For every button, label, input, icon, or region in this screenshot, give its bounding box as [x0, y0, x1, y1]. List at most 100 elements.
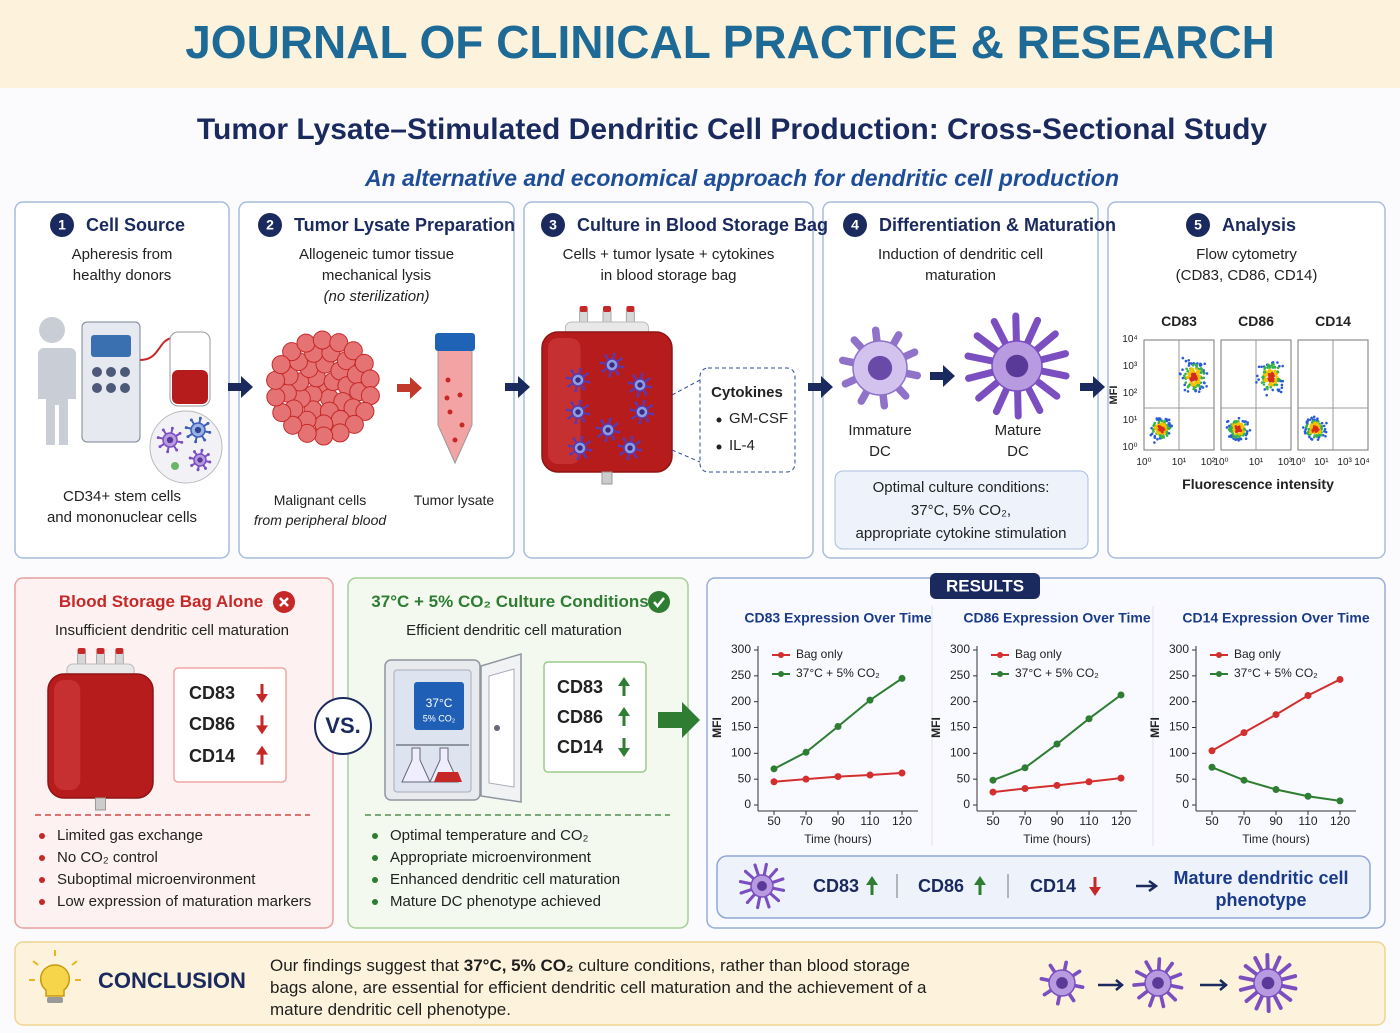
- event-dot: [1260, 365, 1263, 369]
- cell-dendrite-tip: [582, 419, 586, 423]
- cell-dendrite-tip: [582, 387, 586, 391]
- data-point: [898, 674, 906, 682]
- cell-dendrite-tip: [975, 394, 982, 402]
- marker-label: CD14: [188, 745, 236, 766]
- x-tick-label: 70: [799, 814, 813, 828]
- cell-dendrite-tip: [190, 464, 194, 468]
- legend-label: Bag only: [796, 647, 843, 661]
- event-dot: [1265, 393, 1268, 397]
- cell-dendrite-tip: [647, 377, 651, 381]
- event-dot: [1316, 438, 1320, 441]
- bag-port-cap: [96, 648, 105, 654]
- event-dot: [1271, 373, 1275, 376]
- bag-port-cap: [115, 648, 124, 654]
- event-dot: [1201, 386, 1205, 389]
- cell-nucleus: [637, 382, 643, 388]
- trend-arrow-head: [618, 707, 630, 716]
- event-dot: [1280, 386, 1284, 390]
- y-tick-label: 50: [957, 771, 971, 785]
- cell-dendrite-tip: [642, 399, 646, 403]
- cell-dendrite-tip: [570, 401, 574, 405]
- progression-arrow: [1098, 979, 1124, 991]
- event-dot: [1308, 418, 1312, 422]
- legend-swatch-dot: [997, 652, 1003, 658]
- event-dot: [1189, 362, 1193, 365]
- x-tick-label: 110: [860, 814, 879, 828]
- y-tick-label: 300: [1169, 642, 1189, 656]
- event-dot: [1199, 381, 1203, 384]
- cell-dendrite-tip: [1042, 992, 1047, 997]
- bullet-text: Limited gas exchange: [57, 827, 203, 844]
- data-point: [866, 696, 874, 704]
- event-dot: [1185, 376, 1189, 379]
- event-dot: [1187, 362, 1191, 365]
- cell-dendrite-tip: [1148, 1003, 1152, 1008]
- bulb-base: [47, 997, 63, 1003]
- event-dot: [1323, 427, 1327, 431]
- illustration-label: from peripheral blood: [253, 512, 387, 528]
- y-axis-title: MFI: [710, 717, 724, 738]
- tumor-cell: [360, 369, 380, 389]
- x-tick-label: 120: [892, 814, 912, 828]
- conclusion-title: CONCLUSION: [98, 968, 246, 993]
- tumor-cell: [329, 333, 349, 353]
- cell-dendrite-tip: [565, 408, 569, 412]
- event-dot: [1322, 424, 1326, 428]
- cell-nucleus: [639, 409, 645, 415]
- cell-dendrite-tip: [198, 416, 202, 420]
- cell-dendrite-tip: [839, 356, 847, 364]
- event-dot: [1163, 424, 1167, 428]
- tumor-cell: [314, 426, 334, 446]
- cell-dendrite-tip: [601, 369, 605, 373]
- cell-dendrite-tip: [589, 448, 593, 452]
- event-dot: [1308, 435, 1311, 439]
- cell-dendrite-tip: [580, 435, 584, 439]
- data-point: [1053, 781, 1061, 789]
- legend-swatch-dot: [997, 671, 1003, 677]
- y-tick-label: 50: [1176, 771, 1190, 785]
- event-dot: [1163, 419, 1167, 423]
- step-title: Cell Source: [86, 215, 186, 235]
- x-tick-label: 110: [1079, 814, 1098, 828]
- event-dot: [1280, 383, 1284, 387]
- tumor-cell: [355, 401, 375, 421]
- event-dot: [1205, 372, 1209, 375]
- tube-cap: [435, 333, 475, 351]
- cell-nucleus: [197, 457, 203, 463]
- summary-box: [716, 855, 1371, 919]
- data-point: [866, 771, 874, 779]
- lysate-particle: [457, 392, 463, 398]
- event-dot: [1152, 430, 1155, 433]
- cell-dendrite-tip: [631, 416, 635, 420]
- event-dot: [1189, 368, 1193, 372]
- flow-x-tick: 10⁰: [1290, 457, 1306, 468]
- event-dot: [1323, 430, 1326, 433]
- cell-dendrite-tip: [649, 404, 653, 408]
- cell-dendrite-tip: [612, 352, 616, 356]
- event-dot: [1305, 424, 1308, 428]
- donor-head: [39, 317, 65, 343]
- summary-marker: CD14: [1029, 876, 1077, 896]
- results-title: RESULTS: [946, 576, 1024, 595]
- event-dot: [1155, 426, 1159, 430]
- cell-dendrite-tip: [872, 326, 880, 334]
- cell-dendrite-tip: [782, 888, 786, 892]
- summary-outcome: phenotype: [1215, 890, 1307, 910]
- data-point: [1272, 786, 1280, 793]
- x-tick-label: 50: [767, 814, 781, 828]
- cell-dendrite-tip: [880, 402, 888, 410]
- bullet: [372, 899, 378, 905]
- legend-label: Bag only: [1015, 647, 1062, 661]
- y-tick-label: 100: [1169, 746, 1189, 760]
- step-description: mechanical lysis: [321, 267, 432, 284]
- event-dot: [1325, 421, 1328, 425]
- event-dot: [1199, 364, 1202, 367]
- cell-dendrite-tip: [619, 357, 623, 361]
- event-dot: [1181, 368, 1184, 372]
- cell-dendrite-tip: [200, 448, 204, 452]
- event-dot: [1276, 370, 1280, 374]
- x-axis-title: Time (hours): [1023, 832, 1091, 846]
- event-dot: [1191, 363, 1195, 367]
- flow-x-tick: 10⁰: [1213, 457, 1229, 468]
- event-dot: [1184, 359, 1188, 363]
